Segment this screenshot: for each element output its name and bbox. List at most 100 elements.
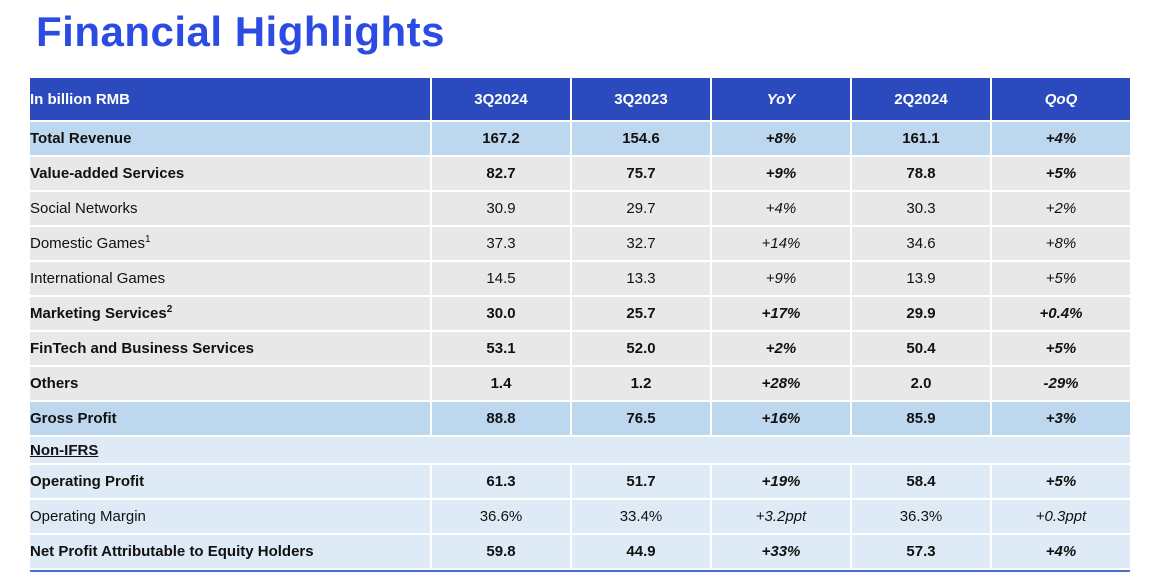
row-value: 57.3 [850, 535, 990, 568]
row-value: 161.1 [850, 122, 990, 155]
table-row: Others 1.4 1.2 +28% 2.0 -29% [30, 367, 1130, 400]
row-label: International Games [30, 262, 430, 295]
section-label: Non-IFRS [30, 441, 99, 459]
row-label: Operating Profit [30, 465, 430, 498]
row-value: 13.3 [570, 262, 710, 295]
row-value: +5% [990, 262, 1130, 295]
row-value: +8% [710, 122, 850, 155]
row-value: 51.7 [570, 465, 710, 498]
column-header-yoy: YoY [710, 78, 850, 120]
row-value: 1.4 [430, 367, 570, 400]
row-value: 34.6 [850, 227, 990, 260]
row-value: +0.4% [990, 297, 1130, 330]
row-value: 61.3 [430, 465, 570, 498]
row-value: 82.7 [430, 157, 570, 190]
table-row: Operating Margin 36.6% 33.4% +3.2ppt 36.3% +0… [30, 500, 1130, 533]
row-value: 59.8 [430, 535, 570, 568]
table-row: Social Networks 30.9 29.7 +4% 30.3 +2% [30, 192, 1130, 225]
row-label: Others [30, 367, 430, 400]
row-value: 88.8 [430, 402, 570, 435]
row-value: +4% [710, 192, 850, 225]
row-value: 29.9 [850, 297, 990, 330]
column-header-qoq: QoQ [990, 78, 1130, 120]
row-value: +2% [990, 192, 1130, 225]
table-row: Gross Profit 88.8 76.5 +16% 85.9 +3% [30, 402, 1130, 435]
row-value: 58.4 [850, 465, 990, 498]
row-value: +3.2ppt [710, 500, 850, 533]
row-value: 154.6 [570, 122, 710, 155]
footnote-marker: 2 [166, 304, 173, 315]
table-body: Total Revenue 167.2 154.6 +8% 161.1 +4% Value-… [30, 122, 1130, 568]
row-value: +14% [710, 227, 850, 260]
row-value: +17% [710, 297, 850, 330]
row-value: +3% [990, 402, 1130, 435]
row-value: 33.4% [570, 500, 710, 533]
column-header-unit: In billion RMB [30, 78, 430, 120]
table-row: Net Profit Attributable to Equity Holder… [30, 535, 1130, 568]
footnote-marker: 1 [145, 234, 151, 245]
row-value: 30.3 [850, 192, 990, 225]
table-row: Total Revenue 167.2 154.6 +8% 161.1 +4% [30, 122, 1130, 155]
table-row: Domestic Games1 37.3 32.7 +14% 34.6 +8% [30, 227, 1130, 260]
row-value: 32.7 [570, 227, 710, 260]
row-value: 167.2 [430, 122, 570, 155]
row-label: Social Networks [30, 192, 430, 225]
row-value: 36.6% [430, 500, 570, 533]
row-value: 14.5 [430, 262, 570, 295]
table-row: International Games 14.5 13.3 +9% 13.9 +5% [30, 262, 1130, 295]
row-label: Net Profit Attributable to Equity Holder… [30, 535, 430, 568]
section-cell: Non-IFRS [30, 437, 1130, 463]
row-value: 25.7 [570, 297, 710, 330]
row-value: 1.2 [570, 367, 710, 400]
row-value: +4% [990, 122, 1130, 155]
row-value: 30.9 [430, 192, 570, 225]
row-value: +0.3ppt [990, 500, 1130, 533]
row-value: -29% [990, 367, 1130, 400]
row-value: +19% [710, 465, 850, 498]
row-label: Gross Profit [30, 402, 430, 435]
row-label: Operating Margin [30, 500, 430, 533]
row-value: 29.7 [570, 192, 710, 225]
row-value: 85.9 [850, 402, 990, 435]
row-value: +5% [990, 465, 1130, 498]
row-value: +5% [990, 332, 1130, 365]
row-value: +28% [710, 367, 850, 400]
row-value: 75.7 [570, 157, 710, 190]
row-label: Value-added Services [30, 157, 430, 190]
row-value: 53.1 [430, 332, 570, 365]
row-value: 30.0 [430, 297, 570, 330]
row-value: +2% [710, 332, 850, 365]
row-value: 52.0 [570, 332, 710, 365]
row-label: Domestic Games1 [30, 227, 430, 260]
row-value: 50.4 [850, 332, 990, 365]
row-value: 2.0 [850, 367, 990, 400]
row-value: +9% [710, 157, 850, 190]
row-value: 76.5 [570, 402, 710, 435]
row-label: FinTech and Business Services [30, 332, 430, 365]
table-row: FinTech and Business Services 53.1 52.0 +2%… [30, 332, 1130, 365]
page-title: Financial Highlights [36, 8, 446, 55]
row-value: +4% [990, 535, 1130, 568]
row-value: 44.9 [570, 535, 710, 568]
row-value: 36.3% [850, 500, 990, 533]
column-header-3q2023: 3Q2023 [570, 78, 710, 120]
table-row: Marketing Services2 30.0 25.7 +17% 29.9 +0.4% [30, 297, 1130, 330]
row-value: 78.8 [850, 157, 990, 190]
column-header-2q2024: 2Q2024 [850, 78, 990, 120]
row-value: +16% [710, 402, 850, 435]
row-label: Total Revenue [30, 122, 430, 155]
table-row: Operating Profit 61.3 51.7 +19% 58.4 +5% [30, 465, 1130, 498]
row-value: +8% [990, 227, 1130, 260]
table-header-row: In billion RMB 3Q2024 3Q2023 YoY 2Q2024 … [30, 78, 1130, 120]
row-value: 13.9 [850, 262, 990, 295]
row-value: +9% [710, 262, 850, 295]
section-row: Non-IFRS [30, 437, 1130, 463]
table-row: Value-added Services 82.7 75.7 +9% 78.8 +5% [30, 157, 1130, 190]
financial-highlights-table: In billion RMB 3Q2024 3Q2023 YoY 2Q2024 … [30, 76, 1130, 572]
row-value: +33% [710, 535, 850, 568]
column-header-3q2024: 3Q2024 [430, 78, 570, 120]
row-value: 37.3 [430, 227, 570, 260]
row-value: +5% [990, 157, 1130, 190]
row-label: Marketing Services2 [30, 297, 430, 330]
